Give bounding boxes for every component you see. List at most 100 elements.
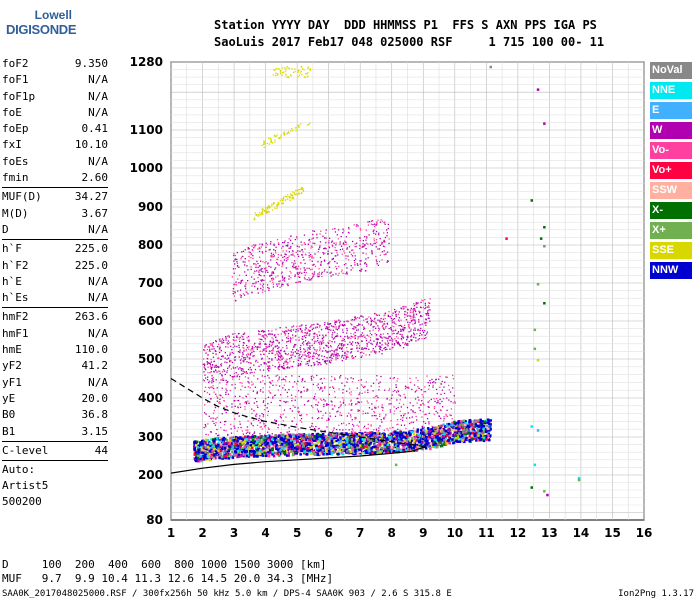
echo-point xyxy=(361,324,363,326)
echo-point xyxy=(380,442,384,445)
echo-point xyxy=(302,437,305,440)
echo-point xyxy=(278,346,280,348)
auto-scaling-text: 500200 xyxy=(2,495,42,509)
echo-point xyxy=(300,351,302,353)
echo-point xyxy=(425,439,429,442)
echo-point xyxy=(213,453,216,457)
echo-point xyxy=(313,352,315,354)
echo-point xyxy=(269,443,272,446)
echo-point xyxy=(210,438,213,441)
echo-point xyxy=(314,353,317,355)
echo-point xyxy=(238,356,240,358)
echo-point xyxy=(204,390,206,393)
echo-point xyxy=(242,372,244,375)
echo-point xyxy=(394,308,396,311)
echo-point xyxy=(317,401,320,403)
y-tick-label: 700 xyxy=(138,276,163,290)
echo-point xyxy=(368,348,370,350)
echo-point xyxy=(250,369,252,371)
echo-point xyxy=(381,404,383,406)
echo-point xyxy=(489,434,492,437)
echo-point xyxy=(376,342,378,345)
echo-point xyxy=(428,314,430,317)
echo-point xyxy=(380,446,384,450)
echo-point xyxy=(312,383,314,386)
echo-point xyxy=(267,403,269,405)
echo-point xyxy=(423,436,425,438)
echo-point xyxy=(359,335,361,337)
echo-point xyxy=(365,433,368,437)
echo-point xyxy=(345,432,348,435)
echo-point xyxy=(322,436,325,440)
echo-point xyxy=(425,337,427,339)
echo-point xyxy=(428,421,430,423)
echo-point xyxy=(404,316,406,319)
echo-point xyxy=(345,438,348,441)
echo-point xyxy=(337,335,339,337)
echo-point xyxy=(272,341,275,343)
echo-point xyxy=(381,349,383,352)
param-row: h`F2 225.0 xyxy=(2,258,108,274)
echo-point xyxy=(441,436,444,438)
echo-point xyxy=(373,429,375,431)
echo-point xyxy=(381,344,383,346)
echo-point xyxy=(473,425,477,428)
echo-point xyxy=(294,399,296,401)
echo-point xyxy=(412,308,415,310)
echo-point xyxy=(326,363,328,365)
panel-separator xyxy=(2,460,108,462)
echo-point xyxy=(368,341,370,343)
echo-point xyxy=(374,432,377,435)
echo-point xyxy=(429,382,432,384)
echo-point xyxy=(307,341,310,343)
echo-point xyxy=(346,381,348,383)
echo-point xyxy=(215,422,217,424)
echo-point xyxy=(309,452,312,455)
echo-point xyxy=(399,410,401,412)
echo-point xyxy=(212,380,215,383)
echo-point xyxy=(313,337,315,340)
echo-point xyxy=(462,424,465,427)
echo-point xyxy=(346,347,348,349)
echo-point xyxy=(240,454,243,457)
echo-point xyxy=(357,434,361,437)
echo-point xyxy=(275,420,278,422)
echo-point xyxy=(356,444,359,447)
echo-point xyxy=(257,346,260,348)
echo-point xyxy=(392,435,396,439)
echo-point xyxy=(370,424,372,426)
echo-point xyxy=(361,444,364,447)
echo-point xyxy=(318,331,320,333)
echo-point xyxy=(212,356,215,358)
echo-point xyxy=(396,333,398,335)
echo-point xyxy=(431,381,434,384)
echo-point xyxy=(465,438,468,442)
echo-point xyxy=(299,414,301,416)
echo-point xyxy=(269,381,271,383)
echo-point xyxy=(320,388,322,390)
echo-point xyxy=(260,453,264,456)
echo-point xyxy=(370,433,373,436)
echo-point xyxy=(262,330,264,332)
echo-point xyxy=(324,322,326,324)
echo-point xyxy=(361,335,363,338)
echo-point xyxy=(234,443,237,446)
echo-point xyxy=(297,410,299,412)
echo-point xyxy=(301,379,304,381)
echo-point xyxy=(212,444,215,447)
echo-point xyxy=(366,435,369,437)
echo-point xyxy=(196,457,200,460)
echo-point xyxy=(392,318,394,320)
echo-point xyxy=(367,436,369,439)
echo-point xyxy=(388,403,390,405)
echo-point xyxy=(257,361,259,363)
param-row: foF1 N/A xyxy=(2,72,108,88)
echo-point xyxy=(249,354,251,356)
echo-point xyxy=(249,443,252,447)
echo-point xyxy=(222,341,225,343)
echo-point xyxy=(420,404,422,406)
echo-point xyxy=(317,418,319,420)
echo-point xyxy=(225,346,227,348)
echo-point xyxy=(415,390,417,392)
param-name: foEp xyxy=(2,122,29,136)
